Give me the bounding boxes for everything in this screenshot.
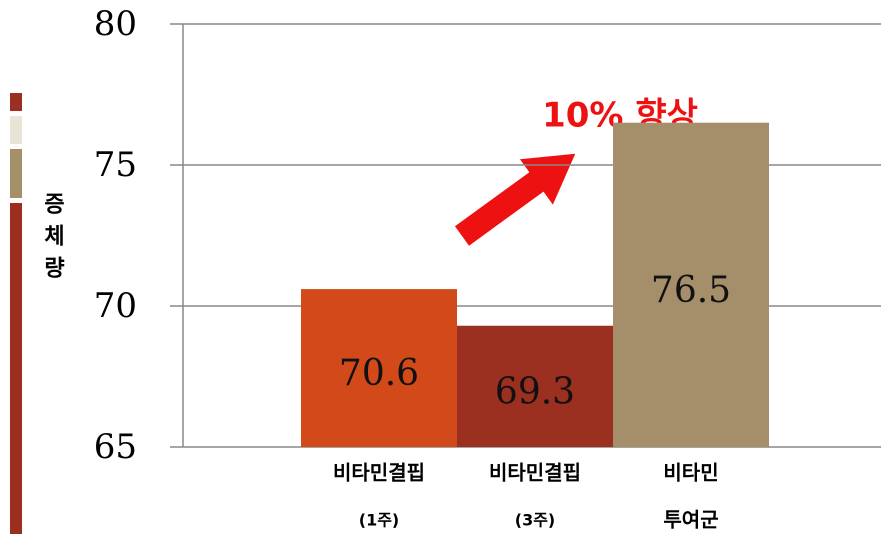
data-label: 69.3: [495, 371, 575, 412]
bar: [457, 325, 613, 447]
y-tick-label: 70: [94, 286, 137, 326]
decor-strip: [10, 116, 22, 144]
x-tick-label: 투여군: [663, 508, 718, 532]
y-tick-label: 75: [94, 145, 137, 185]
x-tick-label: (1주): [359, 511, 399, 530]
decor-strip: [10, 93, 22, 111]
x-tick-label: 비타민: [663, 461, 718, 485]
data-label: 76.5: [651, 270, 731, 311]
decor-strip: [10, 203, 22, 534]
y-tick-label: 65: [94, 427, 137, 467]
data-label: 70.6: [339, 353, 419, 394]
x-tick-label: (3주): [515, 511, 555, 530]
bar: [613, 122, 769, 447]
y-tick-label: 80: [94, 4, 137, 44]
bar: [301, 289, 457, 447]
x-tick-label: 비타민결핍: [333, 461, 425, 485]
y-axis-label: 증체량: [40, 192, 65, 288]
x-tick-label: 비타민결핍: [489, 461, 581, 485]
decor-strip: [10, 149, 22, 198]
arrow: [454, 153, 576, 246]
